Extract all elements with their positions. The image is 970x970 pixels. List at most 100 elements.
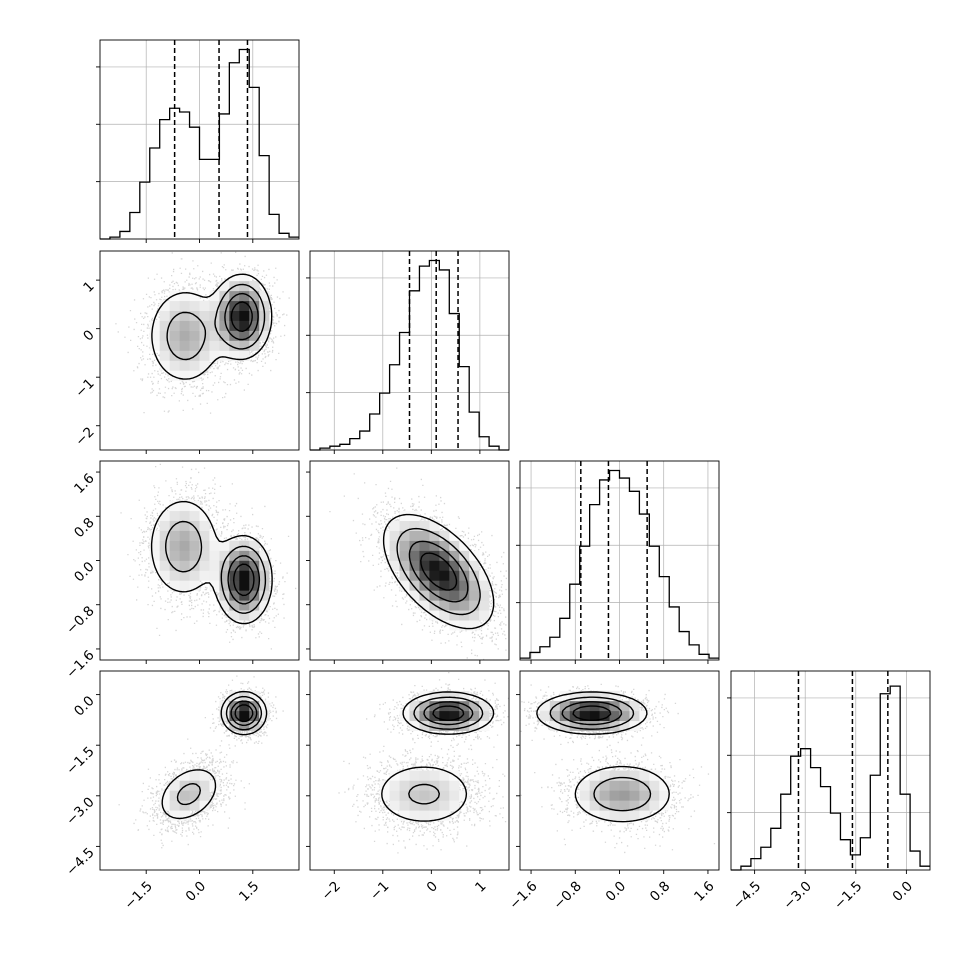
- density-cell: [259, 580, 270, 591]
- density-cell: [169, 290, 180, 302]
- density-cell: [259, 570, 270, 581]
- contour-line: [423, 701, 474, 726]
- density-cell: [579, 720, 590, 731]
- density-cell: [459, 580, 470, 591]
- density-cell: [389, 550, 400, 561]
- density-cell: [449, 550, 460, 561]
- y-tick-label: 0.0: [71, 559, 98, 586]
- density-cell: [409, 580, 420, 591]
- panel-frame: [309, 250, 510, 451]
- density-cell: [399, 520, 410, 531]
- density-cell: [449, 780, 460, 791]
- density-cell: [429, 700, 440, 712]
- density-cell: [179, 540, 190, 551]
- density-cell: [409, 770, 420, 781]
- density-cell: [169, 330, 180, 341]
- density-cell: [419, 690, 430, 702]
- density-cell: [169, 370, 180, 381]
- density-cell: [169, 800, 180, 811]
- density-cell: [189, 800, 200, 811]
- density-cell: [199, 510, 210, 521]
- density-cell: [249, 560, 260, 571]
- density-cell: [189, 530, 200, 541]
- histogram-panel: [306, 250, 510, 454]
- density-cell: [219, 330, 230, 341]
- density-cell: [419, 810, 430, 821]
- density-cell: [449, 800, 460, 811]
- density-cell: [469, 560, 480, 571]
- density-cell: [539, 710, 551, 722]
- density-cell: [169, 550, 180, 561]
- density-cell: [429, 690, 440, 702]
- density-cell: [649, 790, 660, 801]
- density-cell: [559, 710, 571, 722]
- density-cell: [389, 520, 400, 531]
- density-cell: [239, 610, 250, 621]
- density-cell: [219, 540, 230, 551]
- density-cell: [169, 310, 180, 321]
- density-cell: [389, 780, 400, 791]
- density-cell: [409, 800, 420, 811]
- scatter-panel: −1.5 0.0 1.5 −4.5 −3.0 −1.5 0.0: [63, 670, 300, 913]
- density-cell: [179, 810, 190, 821]
- density-cell: [599, 690, 610, 702]
- density-cell: [469, 610, 480, 621]
- density-cell: [579, 800, 590, 811]
- density-cell: [179, 510, 190, 521]
- density-cell: [599, 770, 610, 781]
- density-cell: [429, 610, 440, 621]
- density-cell: [439, 780, 450, 791]
- density-cell: [639, 800, 650, 811]
- density-cell: [169, 790, 180, 801]
- density-cell: [629, 710, 640, 722]
- density-cell: [189, 580, 200, 591]
- density-cell: [379, 540, 390, 551]
- density-cell: [459, 590, 470, 601]
- contour-line: [176, 695, 263, 806]
- density-cell: [389, 770, 400, 781]
- density-cell: [169, 530, 180, 541]
- density-cell: [459, 700, 470, 712]
- density-cell: [389, 560, 400, 571]
- density-cell: [619, 800, 630, 811]
- y-tick-label: 1.6: [71, 470, 98, 497]
- panel-frame: [309, 670, 510, 871]
- density-cell: [429, 520, 440, 531]
- density-cell: [439, 790, 450, 801]
- density-cell: [239, 340, 250, 351]
- density-cell: [159, 550, 170, 561]
- density-cell: [419, 520, 430, 531]
- density-cell: [429, 540, 440, 551]
- density-cell: [419, 550, 430, 561]
- density-cell: [179, 570, 190, 581]
- density-cell: [419, 720, 430, 731]
- density-cell: [159, 520, 170, 531]
- density-cell: [449, 720, 460, 731]
- density-cell: [229, 720, 240, 731]
- density-cell: [199, 770, 210, 781]
- density-cell: [189, 510, 200, 521]
- density-cell: [439, 550, 450, 561]
- density-cell: [239, 320, 250, 331]
- panel-content: [520, 683, 716, 854]
- density-cell: [169, 360, 180, 371]
- density-cell: [609, 770, 620, 781]
- contour-line: [150, 500, 273, 625]
- density-cell: [159, 790, 170, 801]
- density-cell: [619, 810, 630, 821]
- density-cell: [479, 610, 490, 621]
- density-cell: [189, 340, 200, 351]
- density-cell: [179, 300, 190, 311]
- density-cell: [569, 690, 580, 702]
- density-cell: [429, 720, 440, 731]
- density-cell: [439, 690, 450, 702]
- density-cell: [439, 810, 450, 821]
- density-cell: [249, 330, 260, 341]
- density-cell: [259, 710, 270, 722]
- density-cell: [169, 780, 180, 791]
- density-cell: [159, 540, 170, 551]
- density-cell: [169, 500, 180, 512]
- density-cell: [589, 780, 600, 791]
- density-cell: [189, 770, 200, 781]
- density-cell: [209, 530, 220, 541]
